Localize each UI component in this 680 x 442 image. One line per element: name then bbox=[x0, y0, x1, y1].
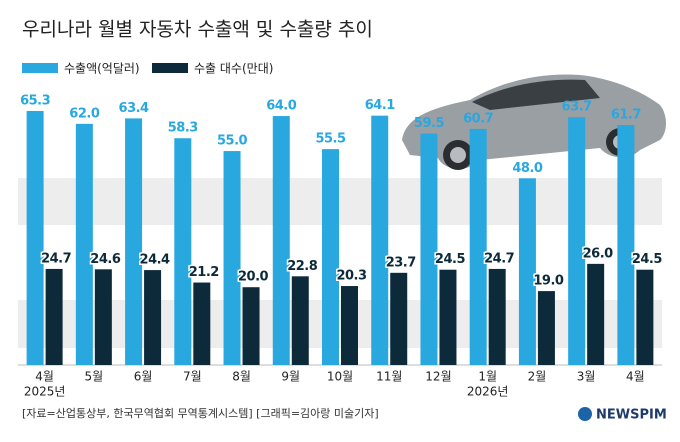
bar bbox=[537, 291, 555, 365]
bar bbox=[518, 178, 536, 365]
value-label: 20.0 bbox=[238, 270, 269, 285]
bar bbox=[242, 287, 260, 365]
source: [자료=산업통상부, 한국무역협회 무역통계시스템] [그래픽=김아랑 미술기자… bbox=[22, 407, 379, 420]
bar bbox=[617, 125, 635, 366]
value-label: 63.7 bbox=[562, 100, 593, 115]
value-label: 20.3 bbox=[336, 269, 367, 284]
value-label: 48.0 bbox=[512, 161, 543, 176]
bar bbox=[45, 268, 63, 365]
bar bbox=[469, 128, 487, 365]
x-tick-label: 12월 bbox=[425, 370, 451, 384]
x-tick-label: 5월 bbox=[85, 370, 104, 384]
value-label: 55.0 bbox=[217, 134, 248, 149]
x-tick-label: 10월 bbox=[327, 370, 353, 384]
bar bbox=[174, 138, 192, 365]
legend-label: 수출 대수(만대) bbox=[194, 62, 273, 76]
bar bbox=[488, 268, 506, 365]
bar bbox=[371, 115, 389, 365]
value-label: 63.4 bbox=[119, 101, 150, 116]
x-tick-label: 4월 bbox=[35, 370, 54, 384]
value-label: 59.5 bbox=[414, 116, 445, 131]
bar bbox=[420, 133, 438, 365]
value-label: 21.2 bbox=[189, 265, 219, 280]
bar bbox=[636, 269, 654, 365]
x-tick-label: 9월 bbox=[281, 370, 300, 384]
value-label: 65.3 bbox=[20, 94, 51, 109]
x-tick-label: 8월 bbox=[232, 370, 251, 384]
bar bbox=[322, 149, 339, 365]
bar bbox=[193, 282, 211, 365]
brand-logo bbox=[578, 407, 592, 421]
bar bbox=[587, 263, 605, 365]
x-tick-label: 1월 bbox=[478, 370, 497, 384]
x-tick-label: 4월 bbox=[626, 370, 645, 384]
value-label: 60.7 bbox=[463, 111, 494, 126]
band bbox=[18, 300, 662, 348]
band bbox=[18, 178, 662, 225]
value-label: 24.5 bbox=[632, 252, 663, 267]
bar bbox=[144, 270, 162, 365]
bar bbox=[125, 118, 143, 365]
value-label: 24.5 bbox=[435, 252, 466, 267]
bar bbox=[568, 117, 586, 365]
bar bbox=[223, 151, 241, 365]
value-label: 26.0 bbox=[583, 246, 614, 261]
value-label: 61.7 bbox=[611, 108, 642, 123]
bar bbox=[75, 123, 93, 365]
value-label: 23.7 bbox=[386, 255, 417, 270]
bar bbox=[291, 276, 309, 365]
legend-swatch bbox=[152, 63, 188, 73]
legend-label: 수출액(억달러) bbox=[64, 62, 140, 76]
value-label: 58.3 bbox=[168, 121, 199, 136]
x-tick-sublabel: 2025년 bbox=[24, 385, 66, 399]
x-tick-label: 11월 bbox=[376, 370, 402, 384]
value-label: 55.5 bbox=[315, 132, 346, 147]
bar bbox=[94, 269, 112, 365]
x-tick-label: 7월 bbox=[183, 370, 202, 384]
value-label: 24.7 bbox=[484, 251, 515, 266]
value-label: 24.7 bbox=[41, 251, 72, 266]
bar bbox=[390, 272, 408, 365]
brand: NEWSPIM bbox=[596, 408, 667, 423]
bar bbox=[439, 269, 457, 365]
value-label: 24.4 bbox=[140, 253, 171, 268]
value-label: 24.6 bbox=[90, 252, 121, 267]
value-label: 62.0 bbox=[69, 106, 100, 121]
bar bbox=[272, 116, 290, 365]
bar bbox=[26, 111, 44, 365]
x-tick-sublabel: 2026년 bbox=[467, 385, 509, 399]
value-label: 22.8 bbox=[287, 259, 318, 274]
value-label: 64.0 bbox=[266, 99, 297, 114]
chart-title: 우리나라 월별 자동차 수출액 및 수출량 추이 bbox=[22, 19, 373, 41]
value-label: 19.0 bbox=[533, 274, 564, 289]
x-tick-label: 6월 bbox=[134, 370, 153, 384]
legend-swatch bbox=[22, 63, 58, 73]
x-tick-label: 3월 bbox=[577, 370, 596, 384]
x-tick-label: 2월 bbox=[528, 370, 547, 384]
bar bbox=[341, 286, 358, 365]
value-label: 64.1 bbox=[365, 98, 396, 113]
